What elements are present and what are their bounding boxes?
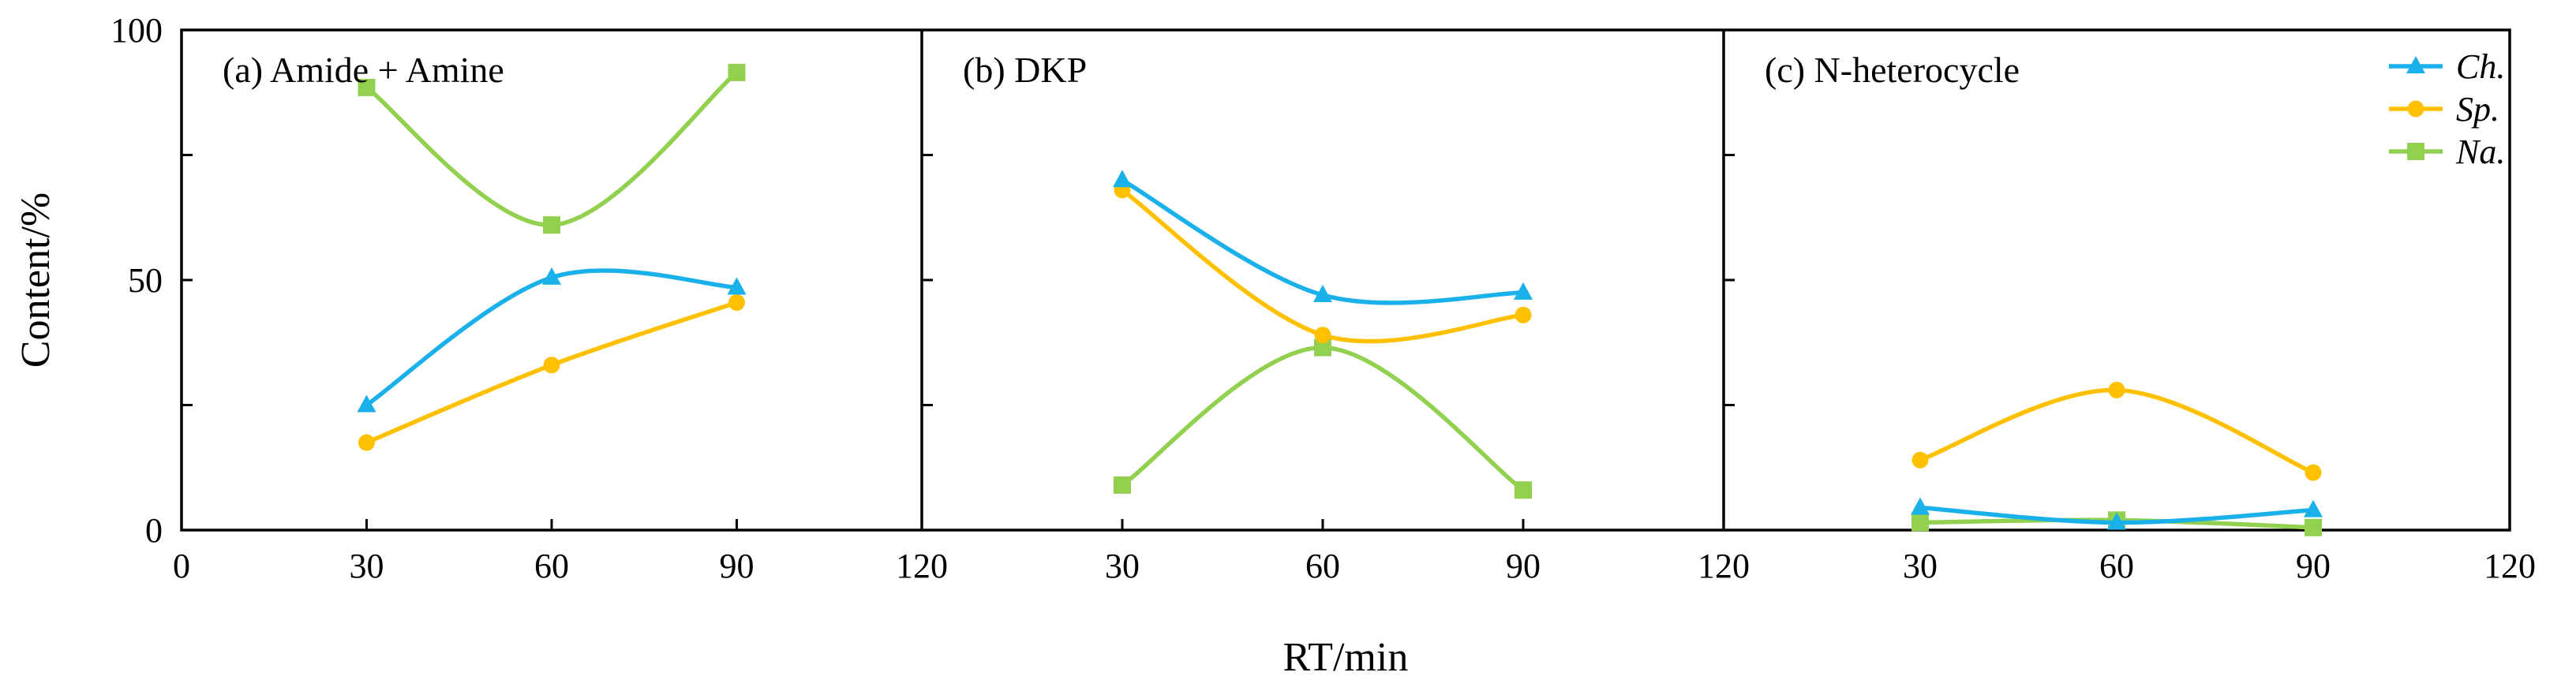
x-tick-label: 30	[1903, 547, 1938, 585]
x-tick-label: 120	[2484, 547, 2536, 585]
data-point-na-panel-2-x90	[1515, 481, 1532, 499]
x-tick-label: 30	[1105, 547, 1140, 585]
panel-label-3: (c) N-heterocycle	[1765, 50, 2020, 90]
x-tick-label: 120	[1698, 547, 1750, 585]
y-tick-label: 0	[145, 511, 163, 550]
legend-marker-na	[2407, 143, 2424, 160]
data-point-sp-panel-2-x90	[1515, 307, 1532, 323]
x-axis-title: RT/min	[1283, 635, 1409, 680]
data-point-sp-panel-3-x60	[2109, 382, 2125, 398]
data-point-ch-panel-1-x30	[358, 395, 376, 413]
data-point-na-panel-2-x30	[1114, 476, 1131, 494]
series-line-ch-panel-1	[367, 271, 737, 405]
data-point-sp-panel-3-x90	[2305, 465, 2322, 481]
x-tick-label: 90	[720, 547, 754, 585]
x-tick-label: 90	[1506, 547, 1541, 585]
series-line-na-panel-1	[367, 73, 737, 225]
x-tick-label: 60	[534, 547, 569, 585]
data-point-sp-panel-1-x90	[728, 294, 745, 311]
series-line-na-panel-2	[1122, 348, 1523, 491]
plot-frame	[182, 30, 2510, 530]
data-point-na-panel-3-x30	[1911, 514, 1929, 531]
data-point-na-panel-3-x90	[2305, 519, 2322, 536]
panel-label-1: (a) Amide + Amine	[223, 50, 504, 90]
x-tick-label: 60	[1305, 547, 1340, 585]
data-point-ch-panel-2-x30	[1113, 170, 1132, 187]
data-point-sp-panel-1-x60	[544, 357, 560, 373]
y-tick-label: 50	[128, 261, 163, 300]
y-tick-label: 100	[110, 11, 163, 50]
data-point-sp-panel-3-x30	[1912, 452, 1929, 469]
legend-label-ch: Ch.	[2456, 47, 2505, 86]
data-point-sp-panel-1-x30	[358, 435, 375, 451]
legend-label-na: Na.	[2455, 133, 2505, 171]
chart-figure: 0 50 100 0 30 60 90 30 60 90 30 60 90 120 120 120 RT/min…	[0, 0, 2576, 691]
legend-marker-sp	[2408, 101, 2424, 118]
legend-label-sp: Sp.	[2456, 90, 2499, 129]
x-tick-label: 30	[350, 547, 384, 585]
x-tick-label: 60	[2099, 547, 2134, 585]
panel-label-2: (b) DKP	[963, 50, 1087, 90]
chart-canvas: 0 50 100 0 30 60 90 30 60 90 30 60 90 120 120 120 RT/min…	[0, 0, 2576, 691]
data-point-na-panel-1-x90	[728, 64, 746, 81]
x-tick-label: 120	[896, 547, 948, 585]
y-axis-title: Content/%	[13, 192, 58, 368]
data-point-sp-panel-2-x60	[1315, 327, 1331, 343]
series-line-sp-panel-2	[1122, 190, 1523, 342]
series-line-sp-panel-3	[1920, 390, 2313, 472]
data-point-na-panel-1-x60	[543, 216, 560, 233]
x-tick-label: 0	[173, 547, 190, 585]
x-tick-label: 90	[2296, 547, 2331, 585]
